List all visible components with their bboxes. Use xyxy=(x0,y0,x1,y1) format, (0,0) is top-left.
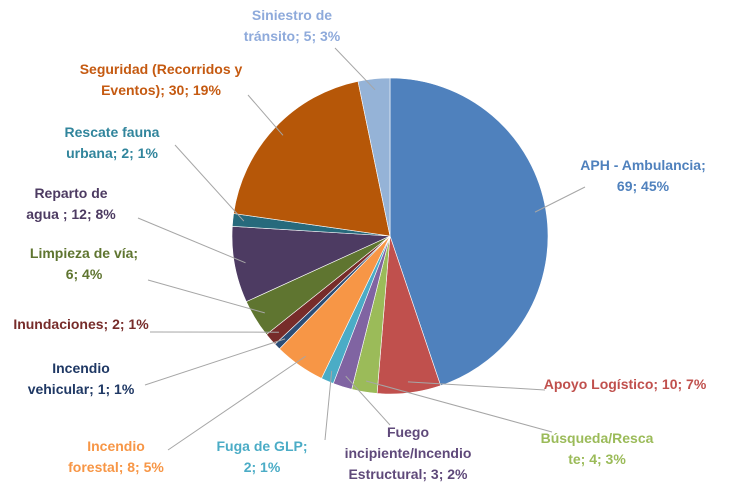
leader-lines xyxy=(137,47,586,451)
pie-slice-aph-ambulancia xyxy=(389,77,549,387)
data-label-fuga-de-glp: Fuga de GLP; 2; 1% xyxy=(217,438,308,475)
leader-line-apoyo-logistico xyxy=(407,381,546,391)
data-label-rescate-fauna-urbana: Rescate fauna urbana; 2; 1% xyxy=(65,124,160,161)
pie-slices xyxy=(231,77,549,395)
leader-line-seguridad-recorridos-y-eventos xyxy=(247,94,284,136)
leader-line-rescate-fauna-urbana xyxy=(174,144,245,222)
leader-line-busqueda-rescate xyxy=(365,380,553,433)
data-label-reparto-de-agua: Reparto de agua ; 12; 8% xyxy=(26,185,116,222)
leader-line-aph-ambulancia xyxy=(534,186,586,213)
data-label-siniestro-de-transito: Siniestro de tránsito; 5; 3% xyxy=(244,7,341,44)
pie-slice-siniestro-de-transito xyxy=(357,77,391,237)
data-label-limpieza-de-via: Limpieza de vía; 6; 4% xyxy=(30,245,138,282)
data-label-inundaciones: Inundaciones; 2; 1% xyxy=(13,316,149,332)
data-label-busqueda-rescate: Búsqueda/Resca te; 4; 3% xyxy=(541,430,654,467)
pie-slice-seguridad-recorridos-y-eventos xyxy=(233,80,391,237)
data-label-incendio-vehicular: Incendio vehicular; 1; 1% xyxy=(28,360,135,397)
data-label-aph-ambulancia: APH - Ambulancia; 69; 45% xyxy=(580,157,706,194)
leader-line-reparto-de-agua xyxy=(137,217,246,264)
data-label-incendio-forestal: Incendio forestal; 8; 5% xyxy=(68,438,164,475)
data-label-fuego-incipiente-incendio-estructural: Fuego incipiente/Incendio Estructural; 3; … xyxy=(345,424,472,482)
leader-line-siniestro-de-transito xyxy=(334,47,376,91)
leader-line-incendio-vehicular xyxy=(144,338,286,386)
leader-line-fuego-incipiente-incendio-estructural xyxy=(345,375,391,426)
data-labels: APH - Ambulancia; 69; 45% Apoyo Logístico;… xyxy=(13,7,707,482)
data-label-apoyo-logistico: Apoyo Logístico; 10; 7% xyxy=(544,376,707,392)
data-label-seguridad-recorridos-y-eventos: Seguridad (Recorridos y Eventos); 30; 19% xyxy=(80,61,243,98)
leader-line-incendio-forestal xyxy=(167,355,306,451)
leader-line-fuga-de-glp xyxy=(324,370,333,441)
leader-line-limpieza-de-via xyxy=(147,279,265,314)
